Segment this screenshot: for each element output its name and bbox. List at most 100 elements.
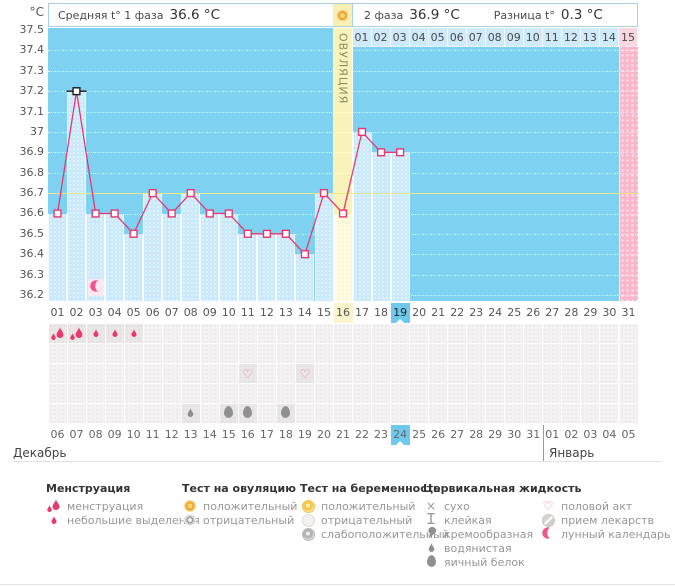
symptom-cell-row-2[interactable] [543, 344, 562, 363]
symptom-cell-cervical-fluid[interactable] [276, 404, 295, 423]
cycle-day-cell[interactable]: 03 [88, 306, 103, 319]
symptom-cell-cervical-fluid[interactable] [448, 404, 467, 423]
symptom-cell-row-2[interactable] [257, 344, 276, 363]
symptom-cell-row-4[interactable] [105, 384, 124, 403]
temp-marker[interactable] [377, 148, 386, 157]
symptom-cell-menstruation[interactable] [524, 324, 543, 343]
day-column-fill[interactable] [295, 254, 315, 301]
cycle-day-cell[interactable]: 05 [126, 306, 141, 319]
cycle-day-cell[interactable]: 24 [488, 306, 503, 319]
symptom-cell-cervical-fluid[interactable] [257, 404, 276, 423]
cycle-day-cell[interactable]: 23 [469, 306, 484, 319]
symptom-cell-cervical-fluid[interactable] [581, 404, 600, 423]
symptom-cell-menstruation[interactable] [372, 324, 391, 343]
dpo-day-cell[interactable]: 08 [485, 28, 505, 47]
symptom-cell-row-4[interactable] [238, 384, 257, 403]
symptom-cell-row-2[interactable] [219, 344, 238, 363]
temp-marker[interactable] [186, 188, 195, 198]
day-column-fill[interactable] [124, 233, 144, 301]
temp-marker[interactable] [357, 127, 367, 137]
temp-marker[interactable] [224, 209, 233, 218]
temp-marker[interactable] [129, 229, 138, 238]
symptom-cell-cervical-fluid[interactable] [143, 404, 162, 423]
symptom-cell-cervical-fluid[interactable] [353, 404, 372, 423]
cycle-day-cell[interactable]: 09 [202, 306, 217, 319]
symptom-cell-cervical-fluid[interactable] [524, 404, 543, 423]
cycle-day-cell[interactable]: 22 [450, 306, 465, 319]
dpo-day-cell[interactable]: 10 [523, 28, 543, 47]
symptom-cell-row-4[interactable] [48, 384, 67, 403]
symptom-cell-cervical-fluid[interactable] [48, 404, 67, 423]
cycle-day-cell[interactable]: 27 [545, 306, 560, 319]
symptom-cell-cervical-fluid[interactable] [124, 404, 143, 423]
date-cell[interactable]: 16 [240, 428, 255, 441]
cycle-day-cell[interactable]: 26 [526, 306, 541, 319]
cycle-day-cell[interactable]: 20 [412, 306, 427, 319]
date-cell[interactable]: 12 [164, 428, 179, 441]
symptom-cell-intercourse[interactable]: ♡ [238, 364, 257, 383]
lunar-marker-cell[interactable] [87, 279, 104, 296]
symptom-cell-intercourse[interactable] [581, 364, 600, 383]
symptom-cell-cervical-fluid[interactable] [391, 404, 410, 423]
cycle-day-cell[interactable]: 25 [507, 306, 522, 319]
day-column-fill[interactable] [257, 233, 277, 301]
symptom-cell-row-4[interactable] [181, 384, 200, 403]
symptom-cell-menstruation[interactable] [543, 324, 562, 343]
cycle-day-cell[interactable]: 10 [221, 306, 236, 319]
symptom-cell-row-4[interactable] [467, 384, 486, 403]
cycle-day-cell[interactable]: 16 [333, 303, 353, 323]
symptom-cell-intercourse[interactable] [486, 364, 505, 383]
symptom-cell-menstruation[interactable] [181, 324, 200, 343]
symptom-cell-intercourse[interactable] [600, 364, 619, 383]
symptom-cell-menstruation[interactable] [562, 324, 581, 343]
symptom-cell-intercourse[interactable] [505, 364, 524, 383]
day-column-fill[interactable] [200, 213, 220, 301]
symptom-cell-cervical-fluid[interactable] [562, 404, 581, 423]
symptom-cell-intercourse[interactable] [143, 364, 162, 383]
symptom-cell-intercourse[interactable] [467, 364, 486, 383]
temp-marker[interactable] [243, 229, 252, 238]
symptom-cell-menstruation[interactable] [105, 324, 124, 343]
day-column-fill[interactable] [67, 91, 87, 301]
day-column-fill[interactable] [162, 213, 182, 301]
day-column-fill[interactable] [390, 152, 410, 301]
symptom-cell-row-4[interactable] [124, 384, 143, 403]
symptom-cell-intercourse[interactable] [48, 364, 67, 383]
cycle-day-cell[interactable]: 18 [374, 306, 388, 319]
symptom-cell-row-4[interactable] [429, 384, 448, 403]
symptom-cell-row-2[interactable] [200, 344, 219, 363]
day-column-fill[interactable] [314, 193, 334, 301]
date-cell[interactable]: 03 [583, 428, 598, 441]
symptom-cell-intercourse[interactable] [124, 364, 143, 383]
symptom-cell-menstruation[interactable] [429, 324, 448, 343]
symptom-cell-menstruation[interactable] [505, 324, 524, 343]
day-column-fill[interactable] [219, 213, 239, 301]
symptom-cell-intercourse[interactable] [410, 364, 429, 383]
symptom-cell-intercourse[interactable]: ♡ [295, 364, 314, 383]
symptom-cell-intercourse[interactable] [105, 364, 124, 383]
symptom-cell-row-2[interactable] [486, 344, 505, 363]
date-cell[interactable]: 19 [297, 428, 312, 441]
date-cell[interactable]: 21 [336, 428, 350, 441]
symptom-cell-intercourse[interactable] [257, 364, 276, 383]
symptom-cell-row-4[interactable] [600, 384, 619, 403]
date-cell[interactable]: 28 [469, 428, 484, 441]
dpo-day-cell[interactable]: 06 [447, 28, 467, 47]
symptom-cell-menstruation[interactable] [276, 324, 295, 343]
day-column-fill[interactable] [181, 193, 201, 301]
day-column-fill[interactable] [371, 152, 391, 301]
date-cell[interactable]: 27 [450, 428, 465, 441]
symptom-cell-menstruation[interactable] [48, 324, 67, 343]
symptom-cell-row-2[interactable] [67, 344, 86, 363]
symptom-cell-row-4[interactable] [315, 384, 334, 403]
symptom-cell-cervical-fluid[interactable] [467, 404, 486, 423]
day-column-fill[interactable] [352, 131, 372, 301]
date-cell[interactable]: 23 [374, 428, 388, 441]
temp-marker[interactable] [72, 87, 81, 96]
cycle-day-cell[interactable]: 17 [355, 306, 369, 319]
symptom-cell-row-2[interactable] [562, 344, 581, 363]
symptom-cell-row-2[interactable] [524, 344, 543, 363]
date-cell[interactable]: 17 [259, 428, 274, 441]
symptom-cell-intercourse[interactable] [219, 364, 238, 383]
dpo-day-cell[interactable]: 05 [428, 28, 448, 47]
